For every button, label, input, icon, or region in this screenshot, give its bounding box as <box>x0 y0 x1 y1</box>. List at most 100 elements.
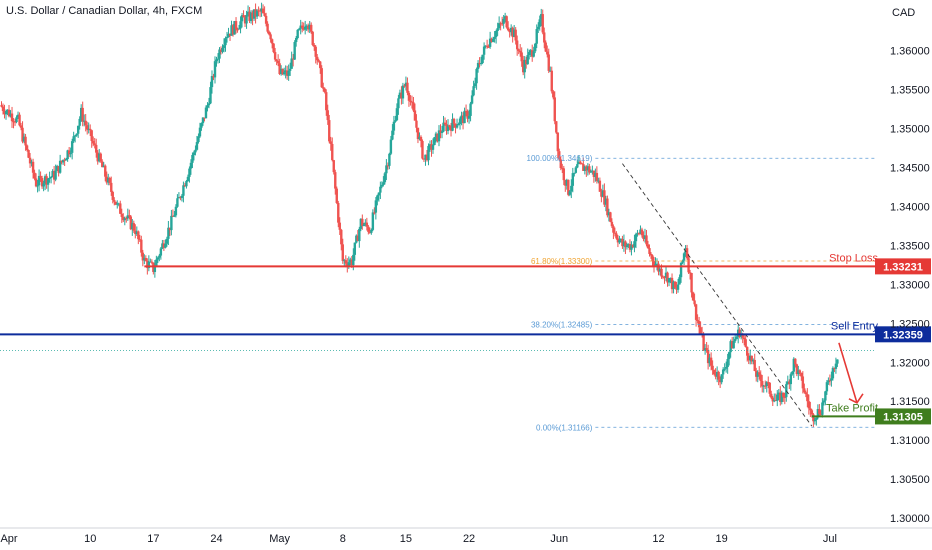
candle-body <box>466 111 469 119</box>
candle-body <box>491 38 495 42</box>
candle-body <box>479 62 483 64</box>
candle-body <box>25 145 29 151</box>
candle-body <box>403 85 406 87</box>
candle-body <box>791 371 794 375</box>
candle-body <box>72 136 75 142</box>
candle-body <box>161 243 164 249</box>
candle-body <box>70 141 74 153</box>
candle-body <box>353 242 357 255</box>
candle-body <box>445 124 448 132</box>
candle-body <box>317 60 320 62</box>
y-tick-label: 1.31500 <box>890 396 930 408</box>
candle-body <box>76 125 80 134</box>
candle-body <box>313 44 316 47</box>
candle-body <box>102 165 105 168</box>
candle-body <box>288 68 292 71</box>
candle-body <box>601 190 605 197</box>
candle-body <box>383 173 387 183</box>
candle-body <box>36 185 39 187</box>
candle-body <box>4 111 8 115</box>
candle-body <box>307 25 310 30</box>
candle-body <box>116 203 119 205</box>
fib-level-label: 38.20%(1.32485) <box>531 320 593 329</box>
candle-body <box>294 37 298 43</box>
candle-body <box>726 359 729 367</box>
candle-body <box>73 135 77 137</box>
candle-body <box>654 264 657 266</box>
candle-body <box>84 120 87 126</box>
x-tick-label: 10 <box>84 533 96 545</box>
candle-body <box>500 23 504 25</box>
candle-body <box>19 125 23 128</box>
candle-body <box>206 105 209 108</box>
candle-body <box>48 177 51 179</box>
candle-body <box>643 235 647 239</box>
candle-body <box>180 195 184 198</box>
y-tick-label: 1.34000 <box>890 201 930 213</box>
candle-body <box>721 369 725 375</box>
candle-body <box>287 70 290 76</box>
candle-body <box>319 61 322 69</box>
candle-body <box>678 277 681 285</box>
candle-body <box>824 391 827 401</box>
candle-body <box>341 244 344 261</box>
candle-body <box>755 370 758 377</box>
candle-body <box>406 82 409 93</box>
candle-body <box>31 161 35 173</box>
candle-body <box>129 216 132 230</box>
y-tick-label: 1.33000 <box>890 279 930 291</box>
candle-body <box>720 374 723 383</box>
candle-body <box>746 346 749 356</box>
candle-body <box>803 388 806 393</box>
candle-body <box>750 355 753 362</box>
candle-body <box>556 132 559 152</box>
candle-body <box>806 394 809 402</box>
candle-body <box>67 150 71 155</box>
candle-body <box>427 145 430 161</box>
candle-body <box>22 136 26 142</box>
candle-body <box>113 199 116 202</box>
candle-body <box>540 14 543 20</box>
candle-body <box>13 121 17 123</box>
candle-body <box>564 180 567 186</box>
price-badge-label: 1.32359 <box>883 329 923 341</box>
candle-body <box>582 164 585 171</box>
candle-body <box>240 15 244 22</box>
candle-body <box>573 172 576 174</box>
candle-body <box>350 259 354 266</box>
x-tick-label: 12 <box>652 533 664 545</box>
candle-body <box>744 339 747 347</box>
y-tick-label: 1.35000 <box>890 124 930 136</box>
candle-body <box>52 171 56 180</box>
candle-body <box>413 110 417 121</box>
candle-body <box>625 245 629 248</box>
candle-body <box>325 92 328 111</box>
candle-body <box>422 158 426 160</box>
candle-body <box>782 392 785 398</box>
candle-body <box>634 234 638 242</box>
candle-body <box>482 46 486 55</box>
candle-body <box>326 110 329 121</box>
candle-body <box>218 49 221 59</box>
candle-body <box>195 142 199 150</box>
candle-body <box>559 159 562 169</box>
candle-body <box>682 253 686 261</box>
candle-body <box>494 30 498 38</box>
candle-body <box>282 72 286 75</box>
candle-body <box>373 212 376 214</box>
currency-label: CAD <box>892 7 915 19</box>
candle-body <box>137 231 140 240</box>
candle-body <box>541 14 544 33</box>
candle-body <box>270 39 274 44</box>
y-tick-label: 1.33500 <box>890 240 930 252</box>
candle-body <box>615 233 618 239</box>
candle-body <box>7 109 11 117</box>
candle-body <box>609 212 612 222</box>
candle-body <box>512 29 516 38</box>
candle-body <box>401 85 405 99</box>
candle-body <box>419 136 423 141</box>
candle-body <box>749 355 752 361</box>
candle-body <box>167 227 170 239</box>
